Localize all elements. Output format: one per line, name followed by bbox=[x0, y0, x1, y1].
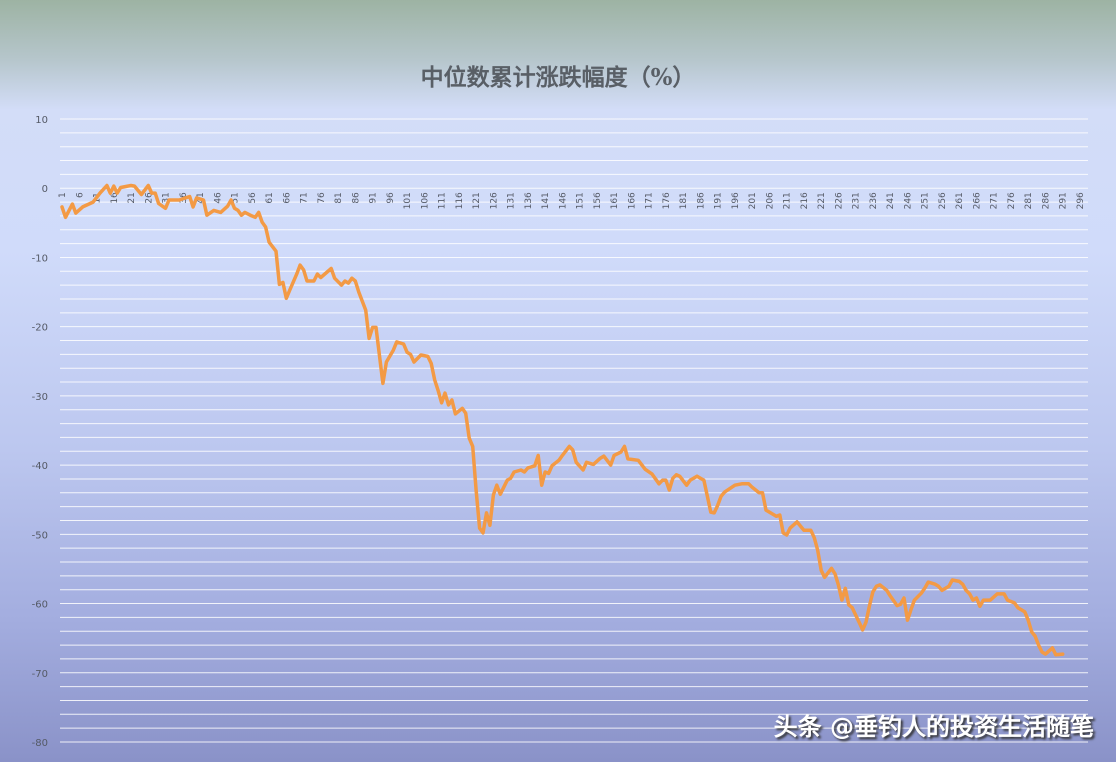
x-tick-label: 131 bbox=[507, 192, 517, 209]
x-tick-label: 96 bbox=[386, 192, 396, 204]
x-tick-label: 101 bbox=[403, 192, 413, 209]
x-tick-label: 226 bbox=[834, 192, 844, 209]
x-tick-label: 196 bbox=[731, 192, 741, 209]
y-tick-label: -80 bbox=[32, 738, 48, 749]
y-tick-label: -50 bbox=[32, 530, 48, 541]
x-tick-label: 91 bbox=[369, 192, 379, 203]
x-tick-label: 171 bbox=[645, 192, 655, 209]
x-tick-label: 231 bbox=[852, 192, 862, 209]
chart-title: 中位数累计涨跌幅度（%） bbox=[420, 64, 696, 91]
x-tick-label: 126 bbox=[489, 192, 499, 209]
watermark: 头条 @垂钓人的投资生活随笔 bbox=[773, 713, 1094, 741]
y-tick-label: -70 bbox=[32, 669, 48, 680]
x-tick-label: 256 bbox=[938, 192, 948, 209]
y-tick-label: -30 bbox=[32, 392, 48, 403]
x-tick-label: 1 bbox=[58, 192, 68, 198]
x-tick-label: 186 bbox=[696, 192, 706, 209]
x-tick-label: 31 bbox=[162, 192, 172, 203]
x-tick-label: 271 bbox=[990, 192, 1000, 209]
y-tick-label: 10 bbox=[35, 115, 48, 126]
x-tick-label: 166 bbox=[627, 192, 637, 209]
x-tick-label: 56 bbox=[248, 192, 258, 204]
x-tick-label: 246 bbox=[903, 192, 913, 209]
x-tick-label: 76 bbox=[317, 192, 327, 204]
series-line bbox=[60, 183, 1065, 657]
y-tick-label: -40 bbox=[32, 461, 48, 472]
x-tick-label: 51 bbox=[231, 192, 241, 203]
x-tick-label: 26 bbox=[144, 192, 154, 204]
x-tick-label: 206 bbox=[765, 192, 775, 209]
x-tick-label: 266 bbox=[972, 192, 982, 209]
x-tick-label: 291 bbox=[1059, 192, 1069, 209]
y-tick-label: -20 bbox=[32, 323, 48, 334]
gridlines bbox=[60, 118, 1088, 743]
x-tick-label: 66 bbox=[282, 192, 292, 204]
x-tick-label: 261 bbox=[955, 192, 965, 209]
x-tick-label: 106 bbox=[420, 192, 430, 209]
x-tick-label: 71 bbox=[300, 192, 310, 203]
y-tick-label: -60 bbox=[32, 600, 48, 611]
x-tick-label: 241 bbox=[886, 192, 896, 209]
y-axis-ticks: 10 0 -10 -20 -30 -40 -50 -60 -70 -80 bbox=[32, 115, 48, 749]
x-tick-label: 121 bbox=[472, 192, 482, 209]
x-tick-label: 16 bbox=[110, 192, 120, 204]
x-tick-label: 201 bbox=[748, 192, 758, 209]
x-tick-label: 46 bbox=[213, 192, 223, 204]
x-tick-label: 216 bbox=[800, 192, 810, 209]
x-tick-label: 286 bbox=[1041, 192, 1051, 209]
x-tick-label: 211 bbox=[783, 192, 793, 209]
x-tick-label: 176 bbox=[662, 192, 672, 209]
x-tick-label: 146 bbox=[558, 192, 568, 209]
x-tick-label: 221 bbox=[817, 192, 827, 209]
x-tick-label: 296 bbox=[1076, 192, 1086, 209]
x-tick-label: 156 bbox=[593, 192, 603, 209]
x-tick-label: 161 bbox=[610, 192, 620, 209]
x-tick-label: 151 bbox=[576, 192, 586, 209]
x-tick-label: 236 bbox=[869, 192, 879, 209]
x-tick-label: 6 bbox=[75, 192, 85, 198]
x-tick-label: 281 bbox=[1024, 192, 1034, 209]
x-tick-label: 181 bbox=[679, 192, 689, 209]
x-tick-label: 136 bbox=[524, 192, 534, 209]
x-tick-label: 191 bbox=[714, 192, 724, 209]
x-tick-label: 251 bbox=[921, 192, 931, 209]
x-tick-label: 81 bbox=[334, 192, 344, 203]
x-tick-label: 276 bbox=[1007, 192, 1017, 209]
y-tick-label: -10 bbox=[32, 253, 48, 264]
y-tick-label: 0 bbox=[42, 184, 48, 195]
x-tick-label: 21 bbox=[127, 192, 137, 203]
x-tick-label: 116 bbox=[455, 192, 465, 209]
x-axis-ticks: 1 6 11 16 21 26 31 36 41 46 51 56 61 66 71 76 81 86 91 96 10… bbox=[58, 192, 1086, 209]
x-tick-label: 141 bbox=[541, 192, 551, 209]
x-tick-label: 111 bbox=[438, 192, 448, 209]
x-tick-label: 61 bbox=[265, 192, 275, 203]
x-tick-label: 86 bbox=[351, 192, 361, 204]
series-group bbox=[60, 183, 1065, 657]
